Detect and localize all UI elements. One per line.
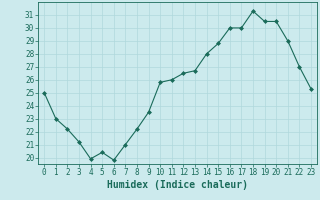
- X-axis label: Humidex (Indice chaleur): Humidex (Indice chaleur): [107, 180, 248, 190]
